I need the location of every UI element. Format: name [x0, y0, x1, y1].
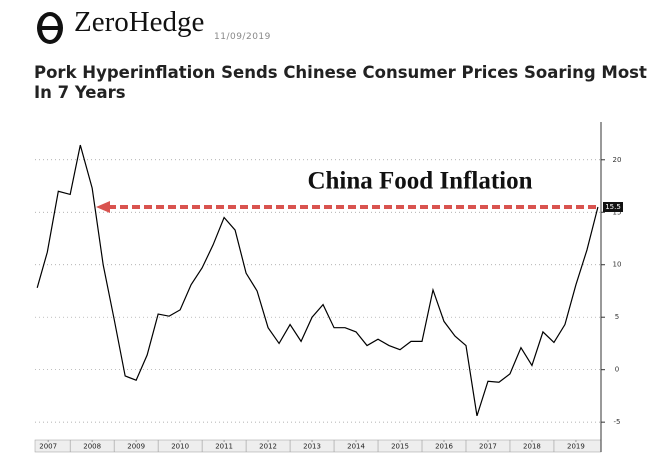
x-tick-label: 2012 [259, 443, 277, 451]
x-tick-label: 2008 [83, 443, 101, 451]
x-tick-label: 2013 [303, 443, 321, 451]
x-tick-label: 2010 [171, 443, 189, 451]
annotation: China Food Inflation [307, 168, 532, 195]
y-tick-label: 20 [613, 156, 622, 164]
x-tick-label: 2018 [523, 443, 541, 451]
x-tick-label: 2011 [215, 443, 233, 451]
x-tick-label: 2016 [435, 443, 453, 451]
x-tick-label: 2017 [479, 443, 497, 451]
logo-icon [37, 12, 63, 44]
date: 11/09/2019 [214, 32, 271, 42]
last-value-label: 15.5 [605, 203, 621, 211]
last-value-box [603, 202, 623, 213]
y-tick-label: 15 [613, 208, 622, 216]
x-tick-label: 2007 [39, 443, 57, 451]
x-tick-label: 2014 [347, 443, 365, 451]
y-tick-label: 0 [615, 366, 619, 374]
plot-area [35, 122, 601, 440]
y-tick-label: 5 [615, 313, 619, 321]
arrow-head [96, 201, 110, 214]
headline: Pork Hyperinflation Sends Chinese Consum… [34, 63, 647, 102]
x-tick-label: 2009 [127, 443, 145, 451]
y-tick-label: -5 [614, 418, 621, 426]
line-series [36, 144, 599, 417]
y-tick-label: 10 [613, 261, 622, 269]
x-tick-label: 2019 [567, 443, 585, 451]
brand: ZeroHedge [74, 6, 205, 38]
x-tick-label: 2015 [391, 443, 409, 451]
